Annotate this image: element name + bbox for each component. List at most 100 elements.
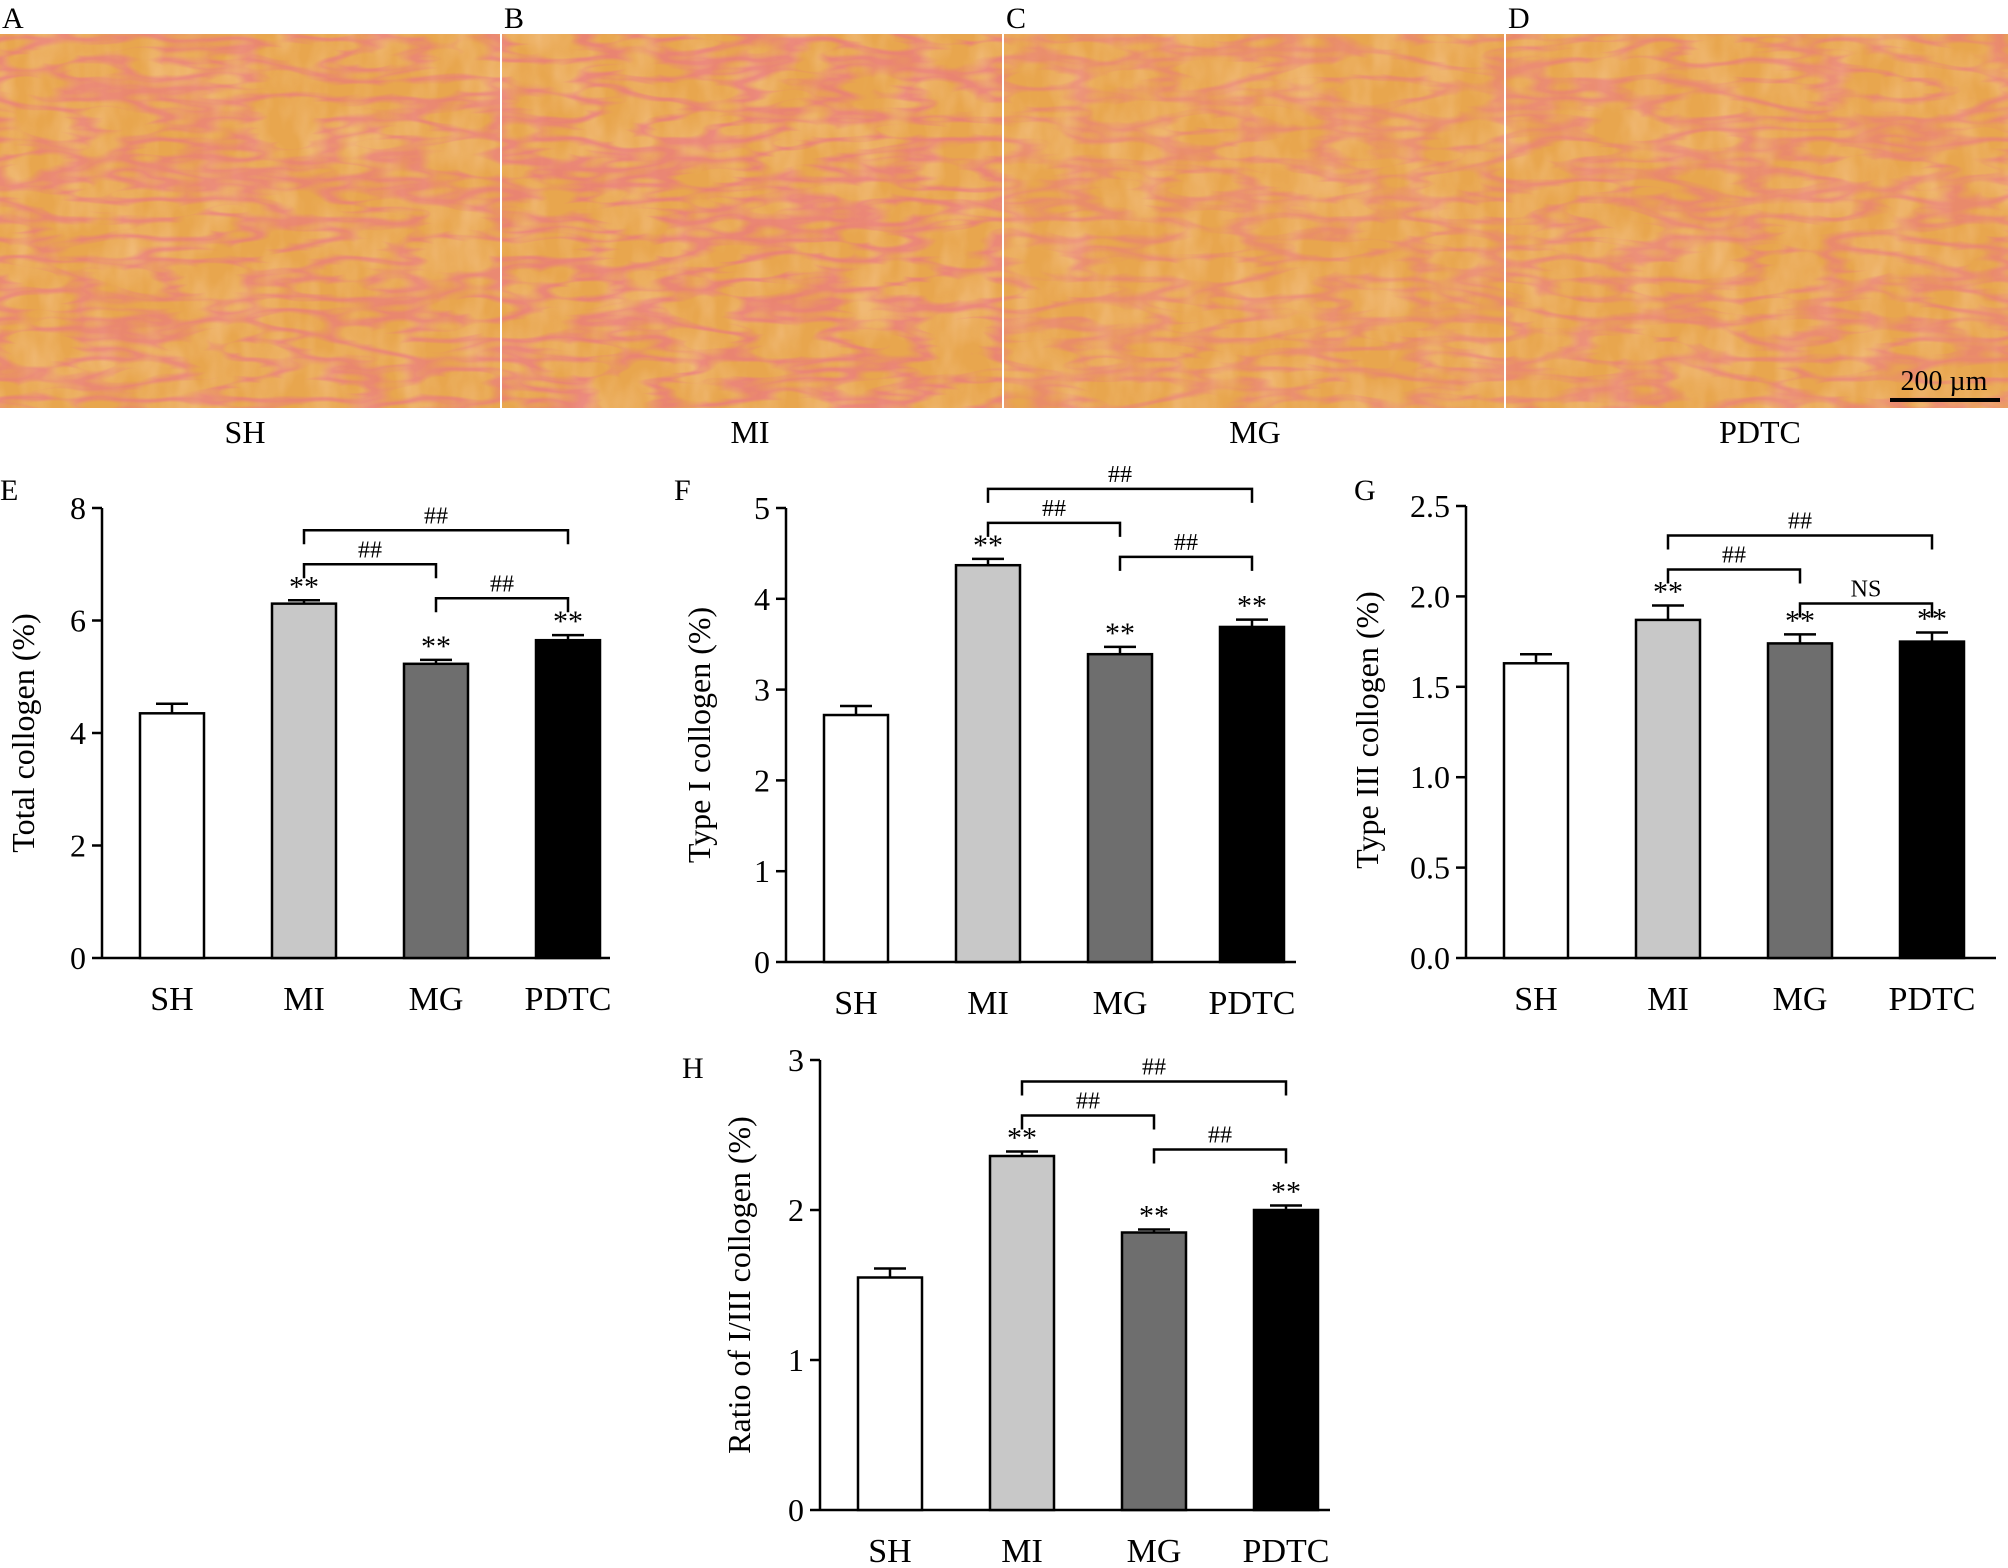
chart-e-bar-sh (138, 712, 206, 960)
chart-f-significance-mark: ** (1105, 617, 1135, 650)
chart-e-comparison-label: ## (424, 503, 448, 529)
chart-g-comparison-label: NS (1851, 576, 1882, 602)
chart-e-y-axis-label: Total collogen (%) (5, 613, 41, 852)
chart-f-x-tick-label: SH (834, 985, 877, 1022)
chart-e-significance-mark: ** (421, 630, 451, 663)
micrograph-d-group-label: PDTC (1719, 414, 1801, 450)
chart-f-comparison-label: ## (1108, 462, 1132, 488)
chart-h-comparison-bracket (1152, 1148, 1288, 1164)
micrograph-d-letter: D (1508, 2, 1530, 35)
micrograph-d: D PDTC 200 µm (1506, 2, 2008, 450)
chart-g-x-tick-label: PDTC (1889, 981, 1976, 1018)
chart-e-y-tick-label: 0 (70, 940, 86, 976)
chart-h-x-tick-label: SH (868, 1533, 911, 1568)
chart-h-y-tick-label: 2 (788, 1192, 804, 1228)
chart-f-comparison-bracket (986, 487, 1254, 503)
chart-f-panel-letter: F (674, 474, 691, 507)
micrograph-c: C MG (1004, 2, 1504, 450)
chart-f-y-tick-label: 3 (754, 672, 770, 708)
chart-g-comparison-label: ## (1788, 508, 1812, 534)
chart-e-comparison-bracket (302, 563, 438, 579)
chart-e-bar-pdtc (534, 638, 602, 960)
chart-f-bar-sh (822, 713, 890, 964)
chart-e-comparison-label: ## (490, 571, 514, 597)
chart-g-x-tick-label: MI (1647, 981, 1689, 1018)
chart-h-y-tick-label: 3 (788, 1042, 804, 1078)
chart-h-comparison-bracket (1020, 1114, 1156, 1130)
chart-g-x-tick-label: SH (1514, 981, 1557, 1018)
chart-f-x-tick-label: MI (967, 985, 1009, 1022)
chart-e-x-tick-label: SH (150, 981, 193, 1018)
chart-g-comparison-bracket (1666, 568, 1802, 584)
chart-e-bar-mi (270, 602, 338, 960)
chart-f-y-axis-label: Type I collogen (%) (681, 607, 717, 863)
chart-g-panel-letter: G (1354, 474, 1376, 507)
chart-e-x-tick-label: MI (283, 981, 325, 1018)
chart-g-y-axis-label: Type III collogen (%) (1349, 591, 1385, 869)
micrograph-a: A SH (0, 2, 500, 450)
chart-h-x-tick-label: MI (1001, 1533, 1043, 1568)
chart-f-comparison-bracket (1118, 555, 1254, 571)
chart-f-y-tick-label: 1 (754, 853, 770, 889)
micrograph-a-fibers (0, 34, 500, 408)
micrograph-b-fibers (502, 34, 1002, 408)
chart-e-x-tick-label: MG (409, 981, 464, 1018)
chart-h-y-tick-label: 0 (788, 1492, 804, 1528)
chart-e-y-tick-label: 2 (70, 828, 86, 864)
chart-h-bar-sh (856, 1276, 924, 1512)
micrograph-c-letter: C (1006, 2, 1026, 35)
chart-h-panel-letter: H (682, 1052, 704, 1085)
chart-f-y-tick-label: 0 (754, 944, 770, 980)
chart-h-x-tick-label: PDTC (1243, 1533, 1330, 1568)
chart-h-comparison-label: ## (1208, 1123, 1232, 1149)
chart-g-y-tick-label: 1.5 (1410, 669, 1450, 705)
chart-f-y-tick-label: 2 (754, 762, 770, 798)
chart-e-y-tick-label: 8 (70, 490, 86, 526)
micrograph-a-letter: A (2, 2, 24, 35)
chart-e-y-tick-label: 6 (70, 603, 86, 639)
chart-h-y-axis-label: Ratio of I/III collogen (%) (721, 1116, 757, 1454)
micrograph-b-letter: B (504, 2, 524, 35)
chart-g-comparison-bracket (1798, 602, 1934, 618)
micrograph-c-group-label: MG (1229, 414, 1281, 450)
chart-h-comparison-label: ## (1142, 1055, 1166, 1081)
chart-h-significance-mark: ** (1271, 1176, 1301, 1209)
chart-h-bar-pdtc (1252, 1208, 1320, 1512)
micrograph-c-fibers (1004, 34, 1504, 408)
micrograph-panels: A SH B MI C MG D PDTC 200 µm (0, 2, 2008, 450)
chart-h: H 0 1 2 3 Ratio of I/III collogen (%) SH MI ** MG… (682, 1042, 1330, 1568)
chart-e-panel-letter: E (0, 474, 18, 507)
chart-f-bar-mg (1086, 652, 1154, 964)
chart-f-x-tick-label: PDTC (1209, 985, 1296, 1022)
chart-f-bar-pdtc (1218, 625, 1286, 964)
micrograph-d-fibers (1506, 34, 2008, 408)
chart-f-y-tick-label: 4 (754, 581, 770, 617)
chart-h-x-tick-label: MG (1127, 1533, 1182, 1568)
chart-f-bar-mi (954, 563, 1022, 964)
chart-g-y-tick-label: 2.5 (1410, 488, 1450, 524)
chart-g-bar-sh (1502, 662, 1570, 960)
chart-g: G 0.0 0.5 1.0 1.5 2.0 2.5 Type III collogen (%)… (1349, 474, 1996, 1018)
micrograph-b: B MI (502, 2, 1002, 450)
micrograph-b-group-label: MI (730, 414, 769, 450)
chart-g-y-tick-label: 1.0 (1410, 759, 1450, 795)
chart-f-comparison-label: ## (1042, 496, 1066, 522)
chart-h-bar-mi (988, 1154, 1056, 1512)
bar-charts: E 0 2 4 6 8 Total collogen (%) SH MI ** MG ** PDTC **… (0, 462, 1996, 1568)
chart-e-comparison-bracket (434, 597, 570, 613)
chart-g-y-tick-label: 0.5 (1410, 850, 1450, 886)
chart-f-y-tick-label: 5 (754, 490, 770, 526)
chart-f: F 0 1 2 3 4 5 Type I collogen (%) SH MI ** MG ** PDTC… (674, 462, 1296, 1022)
chart-f-significance-mark: ** (1237, 590, 1267, 623)
micrograph-a-group-label: SH (225, 414, 266, 450)
chart-f-comparison-bracket (986, 521, 1122, 537)
chart-e-comparison-bracket (302, 529, 570, 545)
chart-e-x-tick-label: PDTC (525, 981, 612, 1018)
chart-e-comparison-label: ## (358, 537, 382, 563)
chart-g-comparison-bracket (1666, 534, 1934, 550)
chart-e-bar-mg (402, 662, 470, 960)
chart-g-bar-mg (1766, 642, 1834, 960)
scale-bar-label: 200 µm (1901, 366, 1988, 397)
